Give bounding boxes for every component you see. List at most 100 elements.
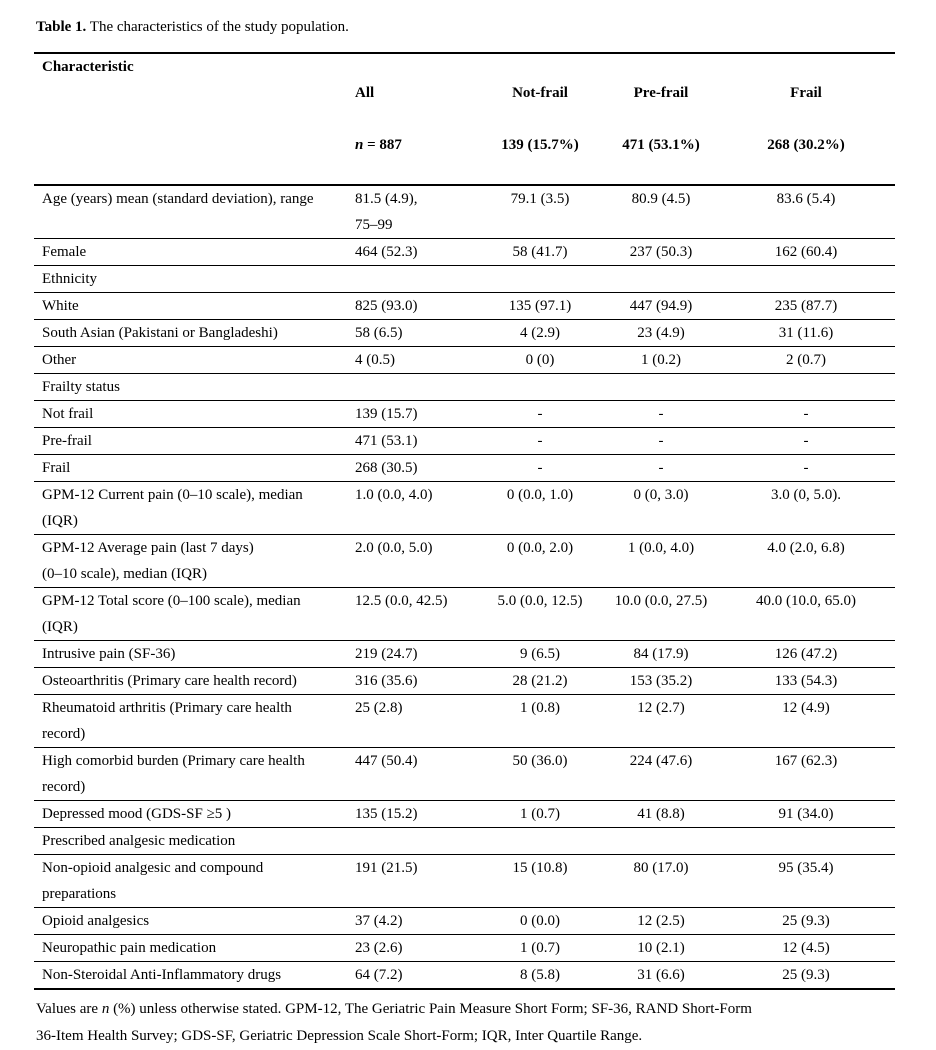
characteristics-table: Characteristic All n = 887 Not-frail 139… [34,52,895,990]
header-cell-pre-frail: Pre-frail 471 (53.1%) [605,52,717,186]
table-row: Neuropathic pain medication 23 (2.6) 1 (… [34,934,895,962]
value-cell-frail: 2 (0.7) [717,346,895,374]
value-cell-all [348,827,475,855]
value-cell-not-frail: 5.0 (0.0, 12.5) [475,587,605,641]
header-cell-characteristic: Characteristic [34,52,348,186]
value-cell-pre-frail: 12 (2.5) [605,907,717,935]
value-cell-pre-frail: 237 (50.3) [605,238,717,266]
value-cell-not-frail: 50 (36.0) [475,747,605,801]
value-cell-pre-frail: 41 (8.8) [605,800,717,828]
table-footnote: Values are n (%) unless otherwise stated… [36,996,896,1050]
row-label-cell: Not frail [34,400,348,428]
value-cell-frail: - [717,400,895,428]
row-label-cell: Age (years) mean (standard deviation), r… [34,185,348,239]
row-label-cell: Female [34,238,348,266]
header-cell-not-frail: Not-frail 139 (15.7%) [475,52,605,186]
table-row: South Asian (Pakistani or Bangladeshi) 5… [34,319,895,347]
table-caption-text: The characteristics of the study populat… [86,19,349,35]
value-cell-pre-frail: - [605,400,717,428]
value-cell-not-frail [475,373,605,401]
value-cell-all: 268 (30.5) [348,454,475,482]
value-cell-frail: 4.0 (2.0, 6.8) [717,534,895,588]
value-cell-not-frail: 1 (0.7) [475,934,605,962]
row-label-cell: South Asian (Pakistani or Bangladeshi) [34,319,348,347]
row-label-cell: GPM-12 Average pain (last 7 days) (0–10 … [34,534,348,588]
row-label-cell: Prescribed analgesic medication [34,827,348,855]
value-cell-all: 316 (35.6) [348,667,475,695]
value-cell-frail: 91 (34.0) [717,800,895,828]
value-cell-all: 135 (15.2) [348,800,475,828]
header-pre-frail-count: 471 (53.1%) [622,137,700,153]
value-cell-all [348,265,475,293]
value-cell-frail: 12 (4.9) [717,694,895,748]
row-label-cell: Non-opioid analgesic and compound prepar… [34,854,348,908]
table-row: Intrusive pain (SF-36) 219 (24.7) 9 (6.5… [34,640,895,668]
value-cell-pre-frail: 84 (17.9) [605,640,717,668]
value-cell-not-frail: - [475,427,605,455]
value-cell-pre-frail: 80 (17.0) [605,854,717,908]
value-cell-all: 23 (2.6) [348,934,475,962]
value-cell-frail: 25 (9.3) [717,907,895,935]
table-row: GPM-12 Average pain (last 7 days) (0–10 … [34,534,895,588]
value-cell-pre-frail: 10 (2.1) [605,934,717,962]
value-cell-frail [717,827,895,855]
value-cell-pre-frail: - [605,454,717,482]
row-label-cell: Ethnicity [34,265,348,293]
header-cell-frail: Frail 268 (30.2%) [717,52,895,186]
header-cell-all: All n = 887 [348,52,475,186]
value-cell-pre-frail [605,265,717,293]
table-row: Pre-frail 471 (53.1) - - - [34,427,895,455]
value-cell-frail: 25 (9.3) [717,961,895,990]
value-cell-all: 191 (21.5) [348,854,475,908]
row-label-cell: Other [34,346,348,374]
value-cell-all: 219 (24.7) [348,640,475,668]
row-label-cell: Depressed mood (GDS-SF ≥5 ) [34,800,348,828]
row-label-cell: Neuropathic pain medication [34,934,348,962]
value-cell-frail: 83.6 (5.4) [717,185,895,239]
value-cell-not-frail: - [475,454,605,482]
value-cell-frail: 235 (87.7) [717,292,895,320]
value-cell-not-frail: 58 (41.7) [475,238,605,266]
header-all-count: n = 887 [355,132,475,158]
value-cell-not-frail: 15 (10.8) [475,854,605,908]
row-label-cell: Osteoarthritis (Primary care health reco… [34,667,348,695]
section-row: Frailty status [34,373,895,401]
value-cell-frail: - [717,454,895,482]
row-label-cell: Opioid analgesics [34,907,348,935]
value-cell-pre-frail: 80.9 (4.5) [605,185,717,239]
value-cell-pre-frail: 12 (2.7) [605,694,717,748]
table-row: Age (years) mean (standard deviation), r… [34,185,895,239]
section-row: Ethnicity [34,265,895,293]
value-cell-pre-frail: 153 (35.2) [605,667,717,695]
value-cell-all: 64 (7.2) [348,961,475,990]
value-cell-all: 2.0 (0.0, 5.0) [348,534,475,588]
value-cell-all: 81.5 (4.9), 75–99 [348,185,475,239]
value-cell-all: 825 (93.0) [348,292,475,320]
value-cell-pre-frail: 447 (94.9) [605,292,717,320]
value-cell-all [348,373,475,401]
row-label-cell: Rheumatoid arthritis (Primary care healt… [34,694,348,748]
value-cell-pre-frail: 0 (0, 3.0) [605,481,717,535]
table-row: Depressed mood (GDS-SF ≥5 ) 135 (15.2) 1… [34,800,895,828]
value-cell-all: 58 (6.5) [348,319,475,347]
value-cell-pre-frail: 1 (0.2) [605,346,717,374]
table-row: Rheumatoid arthritis (Primary care healt… [34,694,895,748]
value-cell-frail: 12 (4.5) [717,934,895,962]
row-label-cell: White [34,292,348,320]
value-cell-pre-frail: 10.0 (0.0, 27.5) [605,587,717,641]
table-row: High comorbid burden (Primary care healt… [34,747,895,801]
value-cell-not-frail: 8 (5.8) [475,961,605,990]
header-not-frail-label: Not-frail [512,85,568,101]
value-cell-frail: 95 (35.4) [717,854,895,908]
header-all-n-value: = 887 [363,137,402,153]
header-pre-frail-label: Pre-frail [633,85,689,101]
table-row: White 825 (93.0) 135 (97.1) 447 (94.9) 2… [34,292,895,320]
table-row: Female 464 (52.3) 58 (41.7) 237 (50.3) 1… [34,238,895,266]
value-cell-frail: 133 (54.3) [717,667,895,695]
value-cell-frail: 31 (11.6) [717,319,895,347]
value-cell-not-frail: 28 (21.2) [475,667,605,695]
table-row: Non-Steroidal Anti-Inflammatory drugs 64… [34,961,895,990]
footnote-prefix: Values are [36,1001,102,1017]
table-header: Characteristic All n = 887 Not-frail 139… [34,52,895,186]
row-label-cell: Non-Steroidal Anti-Inflammatory drugs [34,961,348,990]
